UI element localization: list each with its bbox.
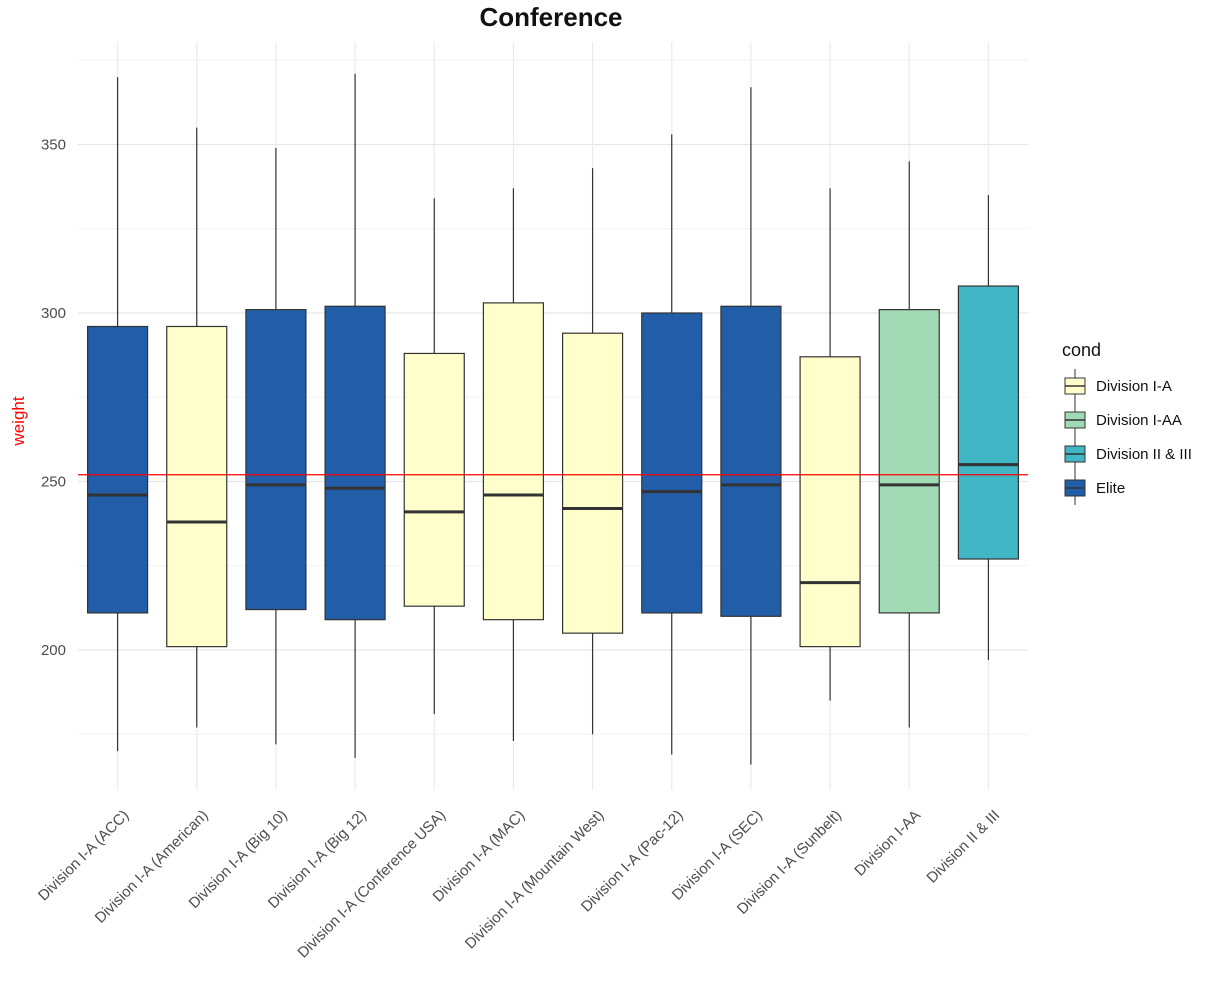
legend-label: Elite xyxy=(1096,480,1125,497)
y-tick-label: 300 xyxy=(41,305,66,322)
legend-entry: Division II & III xyxy=(1064,437,1192,471)
legend-entries: Division I-A Division I-AA Division II & I… xyxy=(1064,369,1192,505)
box-11 xyxy=(878,161,940,728)
y-tick-label: 200 xyxy=(41,642,66,659)
x-tick-label: Division I-A (Conference USA) xyxy=(294,807,449,962)
y-tick-label: 350 xyxy=(41,137,66,154)
box-iqr xyxy=(166,325,228,648)
box-iqr xyxy=(403,352,465,607)
box-iqr xyxy=(245,309,307,611)
legend-label: Division I-AA xyxy=(1096,412,1182,429)
box-1 xyxy=(86,77,149,752)
box-7 xyxy=(561,168,624,735)
legend-label: Division I-A xyxy=(1096,378,1172,395)
y-tick-layer: 200 250 300 350 xyxy=(41,137,66,660)
box-12 xyxy=(957,195,1020,661)
box-10 xyxy=(799,188,861,701)
y-axis-label: weight xyxy=(9,396,28,446)
box-2 xyxy=(166,127,228,728)
box-4 xyxy=(324,73,386,758)
box-5 xyxy=(403,198,465,715)
y-tick-label: 250 xyxy=(41,474,66,491)
legend-entry: Division I-AA xyxy=(1064,403,1182,437)
box-9 xyxy=(720,87,782,765)
box-iqr xyxy=(324,305,386,621)
box-6 xyxy=(482,188,545,741)
box-iqr xyxy=(641,312,703,614)
box-layer xyxy=(86,73,1020,765)
box-iqr xyxy=(957,285,1020,560)
box-8 xyxy=(641,134,703,755)
x-tick-label: Division II & III xyxy=(923,807,1003,887)
legend-entry: Elite xyxy=(1064,471,1125,505)
x-tick-layer: Division I-A (ACC)Division I-A (American… xyxy=(35,807,1003,962)
box-iqr xyxy=(799,356,861,648)
chart-title: Conference xyxy=(479,2,622,32)
box-iqr xyxy=(482,302,545,621)
legend-title: cond xyxy=(1062,340,1101,360)
box-iqr xyxy=(878,309,940,614)
box-iqr xyxy=(86,325,149,614)
x-tick-label: Division I-A (Mountain West) xyxy=(462,807,608,953)
legend-entry: Division I-A xyxy=(1064,369,1172,403)
legend-label: Division II & III xyxy=(1096,446,1192,463)
x-tick-label: Division I-AA xyxy=(851,807,924,880)
box-iqr xyxy=(561,332,624,634)
box-iqr xyxy=(720,305,782,617)
box-3 xyxy=(245,147,307,745)
